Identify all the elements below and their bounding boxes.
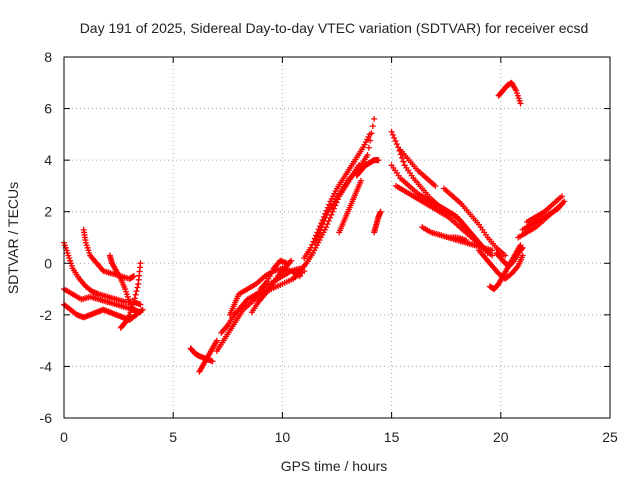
- data-point: [318, 224, 325, 231]
- series-track-afternoon-4: [397, 146, 439, 189]
- data-point: [130, 298, 137, 305]
- grid: [64, 57, 610, 418]
- data-point: [399, 155, 406, 162]
- series-track-evening-3: [493, 244, 526, 269]
- series-track-midday-3: [312, 115, 378, 246]
- data-point: [518, 245, 525, 252]
- data-point: [502, 252, 509, 259]
- series-track-early-end: [117, 260, 144, 331]
- data-point: [312, 239, 319, 246]
- x-axis-label: GPS time / hours: [281, 458, 388, 474]
- data-point: [330, 205, 337, 212]
- y-tick-label: 8: [44, 49, 52, 65]
- data-point: [322, 214, 329, 221]
- data-point: [364, 151, 371, 158]
- series-track-midday-2: [301, 131, 373, 262]
- series-track-afternoon-7: [445, 234, 496, 254]
- data-point: [489, 252, 496, 259]
- series-track-late-2: [519, 198, 568, 233]
- data-point: [137, 301, 144, 308]
- x-tick-label: 0: [60, 429, 68, 445]
- data-point: [375, 157, 382, 164]
- data-point: [320, 221, 327, 228]
- data-point: [371, 115, 378, 122]
- data-point: [139, 306, 146, 313]
- data-point: [131, 295, 138, 302]
- x-tick-label: 25: [602, 429, 618, 445]
- series-track-midday-4: [336, 177, 365, 236]
- data-point: [213, 337, 220, 344]
- data-point: [283, 260, 290, 267]
- data-point: [393, 141, 400, 148]
- data-point: [389, 131, 396, 138]
- series-track-morning-7: [257, 257, 290, 293]
- data-point: [326, 201, 333, 208]
- series-track-morning-6: [248, 257, 295, 316]
- series-track-evening-high: [495, 79, 524, 107]
- series-track-evening-2: [486, 242, 524, 293]
- series-track-early-upper: [61, 239, 144, 308]
- y-tick-label: 4: [44, 152, 52, 168]
- x-tick-label: 5: [169, 429, 177, 445]
- y-tick-label: 6: [44, 101, 52, 117]
- y-tick-labels: -6 -4 -2 0 2 4 6 8: [40, 49, 53, 426]
- series-track-afternoon-6: [441, 185, 509, 259]
- data-point: [369, 123, 376, 130]
- data-point: [367, 137, 374, 144]
- data-point: [519, 252, 526, 259]
- data-point: [307, 244, 314, 251]
- data-point: [313, 236, 320, 243]
- data-point: [137, 260, 144, 267]
- x-tick-label: 20: [493, 429, 509, 445]
- data-point: [309, 241, 316, 248]
- y-tick-label: -6: [40, 410, 53, 426]
- data-point: [388, 128, 395, 135]
- y-axis-label: SDTVAR / TECUs: [5, 182, 21, 294]
- series-track-early-short: [106, 252, 146, 318]
- data-point: [323, 211, 330, 218]
- y-tick-label: 2: [44, 204, 52, 220]
- y-tick-label: 0: [44, 255, 52, 271]
- data-point: [209, 358, 216, 365]
- data-point: [317, 227, 324, 234]
- series-track-midday-short: [371, 208, 384, 236]
- data-point: [558, 193, 565, 200]
- data-point: [132, 291, 139, 298]
- data-point: [138, 307, 145, 314]
- y-tick-label: -4: [40, 358, 53, 374]
- series-track-evening-1: [475, 247, 526, 282]
- data-point: [133, 288, 140, 295]
- data-point: [391, 134, 398, 141]
- data-point: [130, 273, 137, 280]
- y-tick-label: -2: [40, 307, 53, 323]
- plot-frame: [63, 56, 611, 419]
- x-tick-labels: 0 5 10 15 20 25: [60, 429, 618, 445]
- data-point: [321, 217, 328, 224]
- data-point: [314, 233, 321, 240]
- x-tick-label: 10: [275, 429, 291, 445]
- data-point: [561, 198, 568, 205]
- data-point: [365, 144, 372, 151]
- x-tick-label: 15: [384, 429, 400, 445]
- data-point: [288, 257, 295, 264]
- data-point: [432, 182, 439, 189]
- axis-ticks: [63, 56, 611, 419]
- data-point: [368, 130, 375, 137]
- series-track-morning-2: [196, 337, 220, 375]
- data-point: [134, 284, 141, 291]
- data-point: [316, 230, 323, 237]
- data-point: [489, 247, 496, 254]
- series-track-early-arc: [80, 226, 137, 282]
- data-point: [377, 208, 384, 215]
- chart-title: Day 191 of 2025, Sidereal Day-to-day VTE…: [80, 20, 589, 36]
- data-point: [400, 158, 407, 165]
- data-point: [358, 177, 365, 184]
- series-track-late-3: [524, 193, 565, 226]
- data-point: [392, 138, 399, 145]
- data-points: [61, 79, 568, 375]
- series-track-midday-5: [353, 157, 382, 179]
- data-point: [517, 100, 524, 107]
- data-point: [519, 244, 526, 251]
